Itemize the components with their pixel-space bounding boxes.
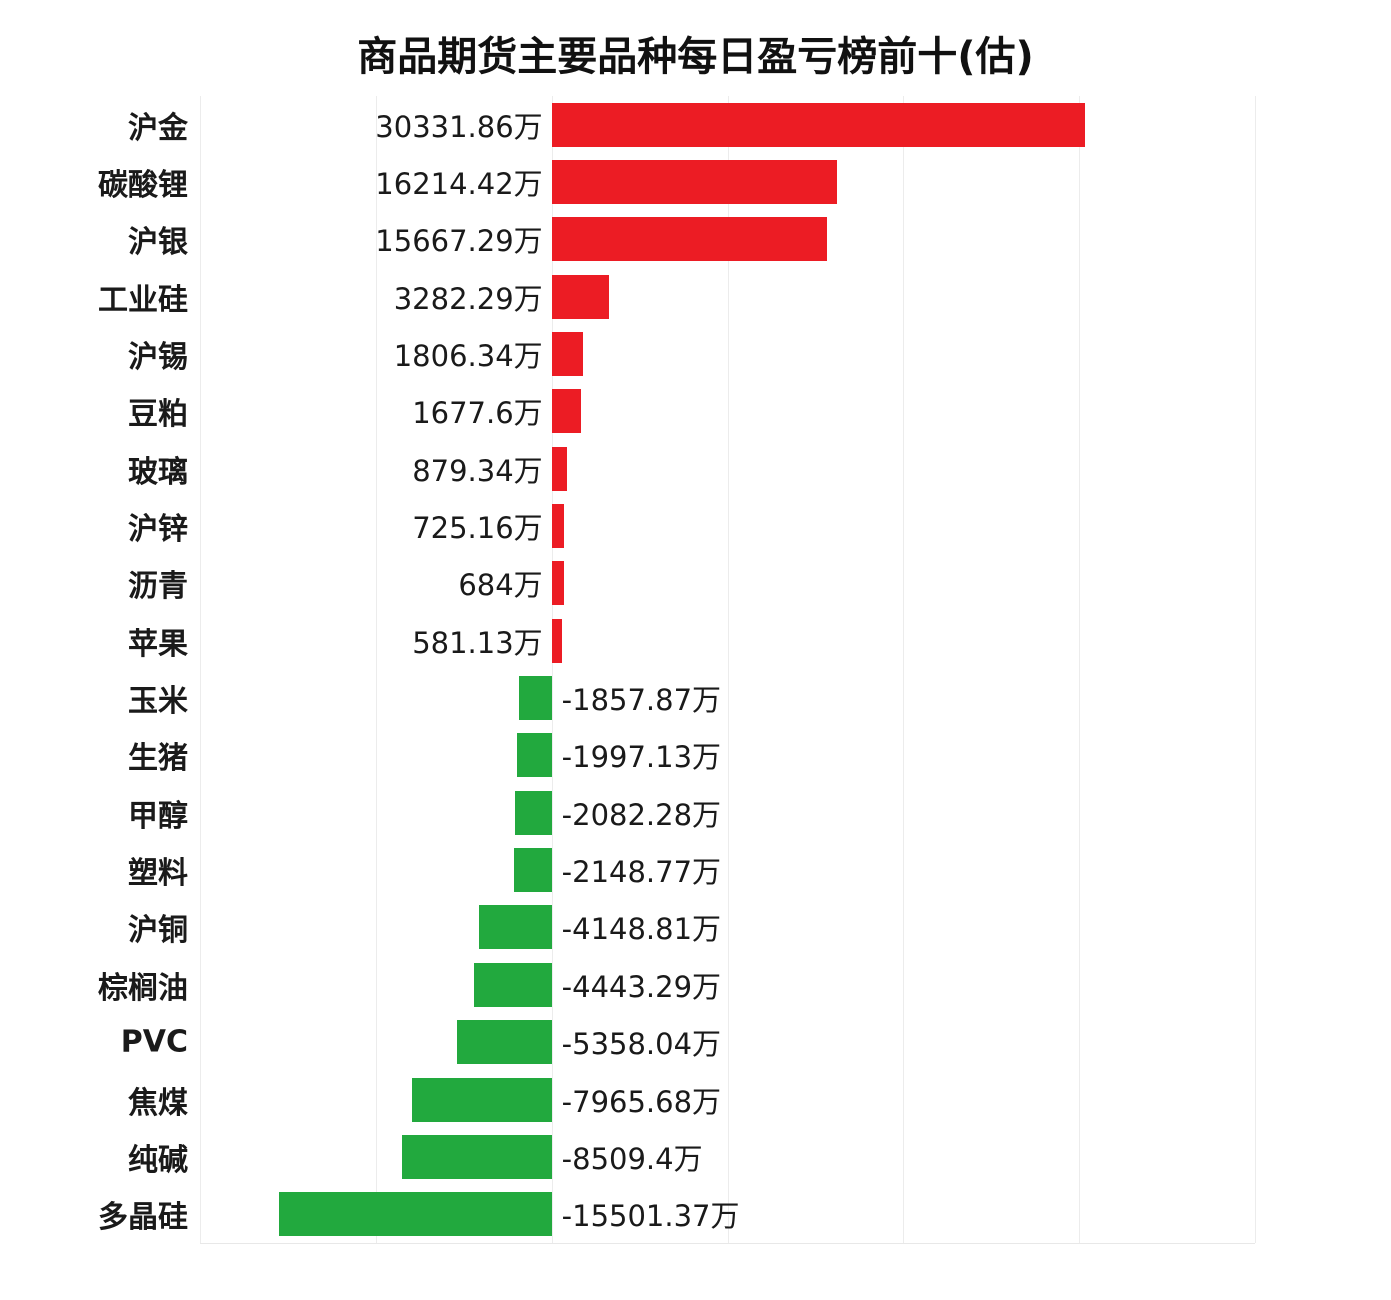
chart-row: 沪金 30331.86万	[128, 96, 1255, 153]
bar	[551, 160, 837, 205]
category-label: PVC	[120, 1024, 188, 1060]
value-label: -5358.04万	[561, 1027, 722, 1062]
chart-row: 玻璃 879.34万	[128, 440, 1255, 497]
bar	[551, 102, 1085, 147]
value-label: -2148.77万	[561, 855, 722, 890]
bar	[473, 962, 552, 1007]
value-label: 879.34万	[412, 453, 543, 488]
bar	[279, 1192, 552, 1237]
bar	[551, 332, 584, 377]
category-label: 甲醇	[128, 798, 188, 834]
chart-row: 沪锡 1806.34万	[128, 325, 1255, 382]
category-label: 工业硅	[98, 282, 188, 318]
category-label: 塑料	[128, 856, 188, 892]
bar	[518, 676, 552, 721]
chart-row: 沪银 15667.29万	[128, 211, 1255, 268]
gridline	[1079, 96, 1081, 1243]
value-label: 1677.6万	[412, 396, 543, 431]
category-label: 碳酸锂	[98, 168, 188, 204]
bar	[551, 217, 828, 262]
category-label: 沪铜	[128, 913, 188, 949]
bar	[457, 1020, 552, 1065]
chart-row: 多晶硅 -15501.37万	[98, 1186, 1255, 1243]
category-label: 棕榈油	[98, 970, 188, 1006]
bar	[411, 1077, 552, 1122]
value-label: -1997.13万	[561, 740, 722, 775]
value-label: -8509.4万	[561, 1141, 703, 1176]
category-label: 玻璃	[128, 454, 188, 490]
gridline	[903, 96, 905, 1243]
bar	[551, 504, 565, 549]
chart-row: 沪锌 725.16万	[128, 497, 1255, 554]
category-label: 纯碱	[128, 1142, 188, 1178]
value-label: 30331.86万	[375, 109, 543, 144]
category-label: 苹果	[128, 626, 188, 662]
chart-row: 工业硅 3282.29万	[98, 268, 1255, 325]
gridline	[727, 96, 729, 1243]
category-label: 多晶硅	[98, 1200, 188, 1236]
bar	[516, 733, 552, 778]
gridline	[551, 96, 553, 1243]
bar	[513, 848, 552, 893]
value-label: 725.16万	[412, 511, 543, 546]
chart-row: 沪铜 -4148.81万	[128, 899, 1255, 956]
value-label: -4148.81万	[561, 912, 722, 947]
bar	[515, 790, 552, 835]
chart-row: 沥青 684万	[128, 555, 1255, 612]
category-label: 沪锌	[128, 512, 188, 548]
gridline	[200, 96, 201, 1243]
bar-rows: 沪金 30331.86万碳酸锂 16214.42万沪银 15667.29万工业硅 328…	[98, 96, 1255, 1243]
gridline	[1255, 96, 1256, 1243]
chart-row: 苹果 581.13万	[128, 612, 1255, 669]
value-label: 581.13万	[412, 625, 543, 660]
chart-title: 商品期货主要品种每日盈亏榜前十(估)	[357, 34, 1034, 80]
category-label: 沪锡	[128, 340, 188, 376]
chart-row: 焦煤 -7965.68万	[128, 1071, 1255, 1128]
chart-row: PVC -5358.04万	[121, 1014, 1255, 1071]
category-label: 沪银	[128, 225, 188, 261]
bar	[551, 618, 562, 663]
category-label: 玉米	[128, 684, 188, 720]
value-label: -1857.87万	[561, 683, 722, 718]
value-label: -7965.68万	[561, 1084, 722, 1119]
category-label: 豆粕	[128, 397, 188, 433]
bar	[478, 905, 552, 950]
category-label: 焦煤	[128, 1085, 188, 1121]
value-label: -2082.28万	[561, 797, 722, 832]
chart-row: 甲醇 -2082.28万	[128, 784, 1255, 841]
category-label: 沥青	[128, 569, 188, 605]
value-label: -4443.29万	[561, 969, 722, 1004]
bar	[551, 274, 610, 319]
value-label: 684万	[458, 568, 543, 603]
chart-row: 生猪 -1997.13万	[128, 727, 1255, 784]
chart-row: 棕榈油 -4443.29万	[98, 956, 1255, 1013]
chart-row: 碳酸锂 16214.42万	[98, 153, 1255, 210]
category-label: 沪金	[128, 110, 188, 146]
gridline	[375, 96, 377, 1243]
chart-row: 塑料 -2148.77万	[128, 841, 1255, 898]
value-label: 16214.42万	[375, 167, 543, 202]
chart-row: 豆粕 1677.6万	[128, 383, 1255, 440]
value-label: 3282.29万	[393, 281, 543, 316]
chart-row: 纯碱 -8509.4万	[128, 1128, 1255, 1185]
chart-row: 玉米 -1857.87万	[128, 669, 1255, 726]
plot-area: 沪金 30331.86万碳酸锂 16214.42万沪银 15667.29万工业硅 328…	[98, 96, 1256, 1244]
bar	[551, 389, 582, 434]
bar	[402, 1134, 552, 1179]
value-label: -15501.37万	[561, 1199, 740, 1234]
bar	[551, 446, 568, 491]
category-label: 生猪	[128, 741, 188, 777]
value-label: 1806.34万	[393, 339, 543, 374]
bar	[551, 561, 564, 606]
value-label: 15667.29万	[375, 224, 543, 259]
